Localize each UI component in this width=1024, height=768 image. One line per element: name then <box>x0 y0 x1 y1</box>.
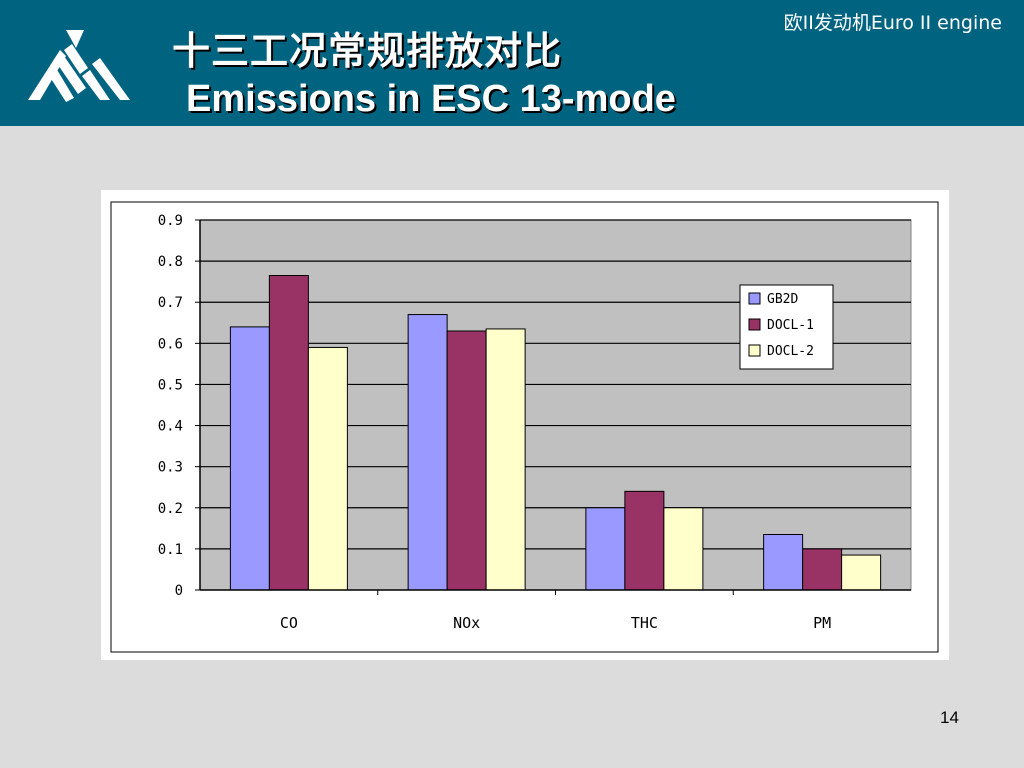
x-tick-label-pm: PM <box>813 614 831 632</box>
slide-title-chinese: 十三工况常规排放对比 <box>172 29 563 73</box>
legend-label-2: DOCL-1 <box>767 318 814 333</box>
bar-co-series-1 <box>229 326 270 591</box>
page-number: 14 <box>940 708 959 727</box>
legend-swatch-2 <box>748 318 761 331</box>
bar-co-series-2 <box>268 275 309 591</box>
legend-label-1: GB2D <box>767 292 798 307</box>
x-tick-label-thc: THC <box>631 614 658 632</box>
engine-type-tag: 欧II发动机Euro II engine <box>783 12 1002 34</box>
emissions-chart: 0 0.1 0.2 0.3 0.4 0.5 0.6 0.7 0.8 0.9 CO NOx THC PM … <box>101 190 949 660</box>
slide-title-english: Emissions in ESC 13-mode <box>186 78 676 120</box>
bar-nox-series-1 <box>407 314 448 591</box>
x-tick-label-nox: NOx <box>453 614 480 632</box>
company-logo-icon <box>28 30 130 102</box>
y-axis-tick-labels: 0 0.1 0.2 0.3 0.4 0.5 0.6 0.7 0.8 0.9 <box>158 213 200 599</box>
y-tick-label: 0.7 <box>158 295 183 311</box>
y-tick-label: 0.8 <box>158 254 183 270</box>
bar-co-series-3 <box>307 346 348 591</box>
y-tick-label: 0.9 <box>158 213 183 229</box>
y-tick-label: 0.2 <box>158 501 183 517</box>
legend-swatch-3 <box>748 344 761 357</box>
bar-pm-series-1 <box>763 534 804 591</box>
x-axis-tick-labels: CO NOx THC PM <box>280 590 831 632</box>
bar-nox-series-2 <box>446 330 487 591</box>
chart-legend: GB2D DOCL-1 DOCL-2 <box>739 284 834 370</box>
y-tick-label: 0.3 <box>158 460 183 476</box>
bar-thc-series-1 <box>585 507 626 591</box>
y-tick-label: 0.6 <box>158 336 183 352</box>
legend-label-3: DOCL-2 <box>767 344 814 359</box>
bar-pm-series-3 <box>841 554 882 591</box>
y-tick-label: 0.5 <box>158 377 183 393</box>
slide-header: 十三工况常规排放对比 Emissions in ESC 13-mode 欧II发… <box>0 0 1024 126</box>
bars <box>229 275 882 591</box>
bar-pm-series-2 <box>802 548 843 591</box>
x-tick-label-co: CO <box>280 614 298 632</box>
y-tick-label: 0 <box>175 583 183 599</box>
bar-thc-series-3 <box>663 507 704 591</box>
y-tick-label: 0.1 <box>158 542 183 558</box>
bar-nox-series-3 <box>485 328 526 591</box>
bar-thc-series-2 <box>624 490 665 591</box>
y-tick-label: 0.4 <box>158 419 183 435</box>
chart-canvas: 00.10.20.30.40.50.60.70.80.9 CO NOx THC PM … <box>110 201 939 653</box>
legend-swatch-1 <box>748 292 761 305</box>
